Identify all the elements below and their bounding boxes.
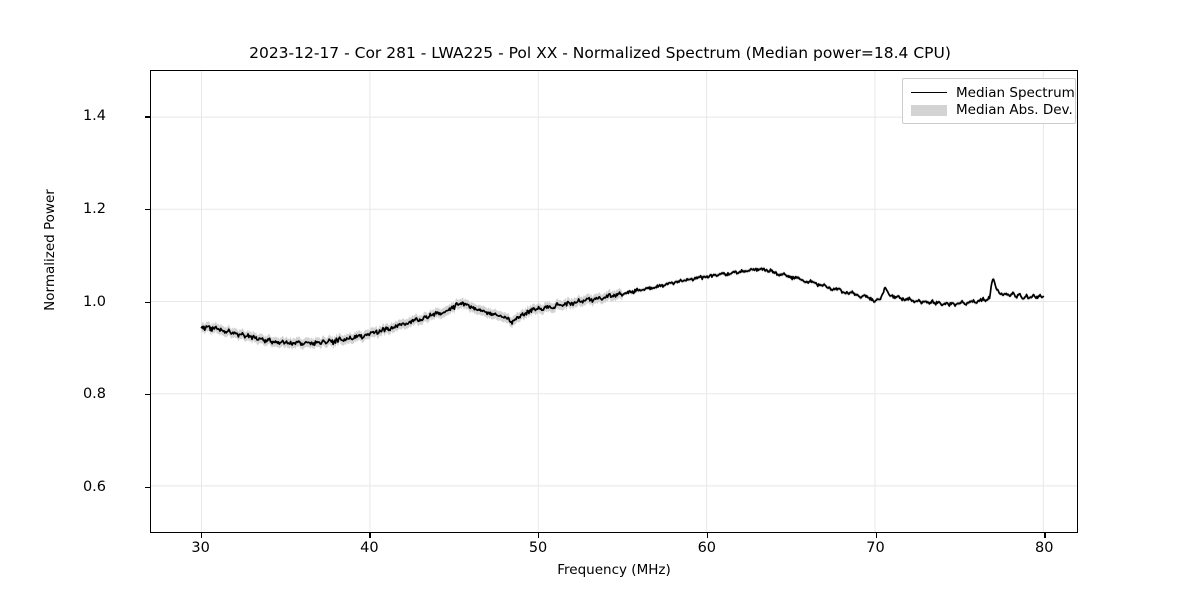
legend-label-median-abs-dev: Median Abs. Dev. (956, 101, 1073, 118)
x-tick-label: 70 (866, 540, 885, 556)
chart-title: 2023-12-17 - Cor 281 - LWA225 - Pol XX -… (249, 44, 951, 62)
x-tick-mark (875, 533, 877, 538)
y-tick-mark (145, 394, 150, 396)
y-tick-label: 1.0 (82, 293, 106, 310)
y-tick-mark (145, 486, 150, 488)
x-tick-mark (1044, 533, 1046, 538)
y-tick-mark (145, 301, 150, 303)
x-tick-mark (706, 533, 709, 538)
y-axis-label: Normalized Power (42, 189, 58, 311)
plot-axes-area (150, 70, 1078, 533)
legend-label-median-spectrum: Median Spectrum (956, 84, 1075, 101)
y-tick-mark (145, 116, 150, 118)
y-tick-label: 1.4 (82, 108, 106, 125)
x-tick-mark (538, 533, 540, 538)
legend-item-median-abs-dev: Median Abs. Dev. (911, 101, 1073, 118)
chart-legend: Median Spectrum Median Abs. Dev. (902, 78, 1076, 124)
x-tick-label: 40 (360, 540, 379, 556)
x-axis-label: Frequency (MHz) (557, 562, 671, 578)
legend-line-swatch-icon (911, 86, 947, 100)
y-tick-label: 0.8 (82, 386, 106, 403)
x-tick-label: 50 (528, 540, 548, 556)
x-tick-mark (369, 533, 371, 538)
x-tick-mark (200, 533, 202, 538)
mad-band (201, 266, 1044, 350)
y-tick-label: 0.6 (82, 478, 106, 495)
x-tick-label: 30 (191, 540, 210, 556)
median-spectrum-line (200, 267, 1045, 346)
x-tick-label: 60 (697, 540, 717, 556)
y-tick-label: 1.2 (82, 200, 106, 217)
spectrum-plot (200, 266, 1045, 350)
y-tick-mark (145, 208, 150, 211)
legend-item-median-spectrum: Median Spectrum (911, 84, 1075, 101)
x-tick-label: 80 (1035, 540, 1054, 556)
legend-patch-swatch-icon (911, 103, 947, 117)
